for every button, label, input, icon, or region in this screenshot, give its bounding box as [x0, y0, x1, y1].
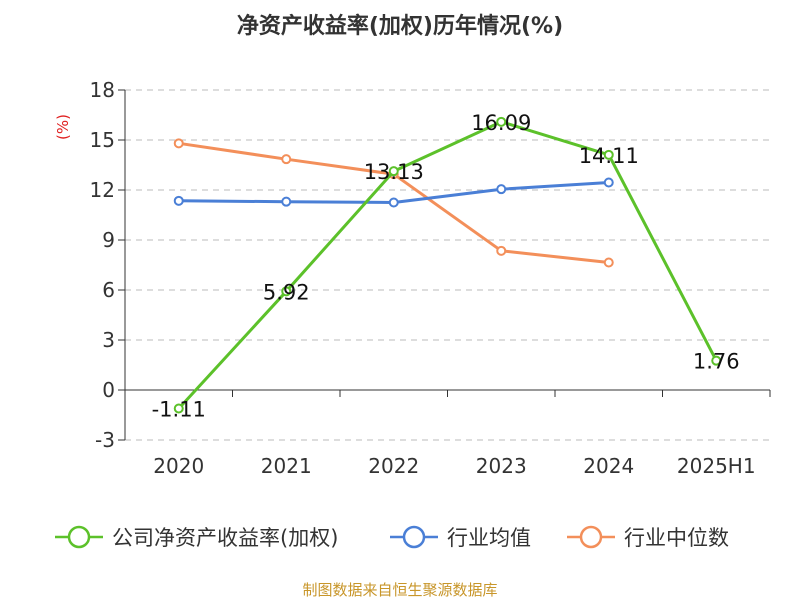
- series-1-point-0: [173, 195, 184, 206]
- x-tick-label-2: 2022: [368, 454, 419, 478]
- legend-marker-2: [579, 525, 603, 549]
- data-label-4: 14.11: [579, 144, 639, 168]
- y-tick-label-0: -3: [95, 428, 115, 452]
- x-tick-label-4: 2024: [583, 454, 634, 478]
- legend: 公司净资产收益率(加权) 行业均值 行业中位数: [55, 525, 729, 550]
- series-0-point-0: [173, 403, 184, 414]
- series-2-point-0: [173, 138, 184, 149]
- series-2-point-3: [496, 245, 507, 256]
- data-label-3: 16.09: [471, 111, 531, 135]
- legend-marker-0: [67, 525, 91, 549]
- y-tick-label-3: 6: [102, 278, 115, 302]
- data-label-1: 5.92: [263, 280, 310, 304]
- y-tick-label-5: 12: [90, 178, 115, 202]
- legend-marker-1: [402, 525, 426, 549]
- series-0-point-2: [388, 166, 399, 177]
- gridlines: [125, 89, 770, 441]
- y-tick-label-6: 15: [90, 128, 115, 152]
- series-0-point-3: [496, 116, 507, 127]
- series-2-point-1: [281, 154, 292, 165]
- y-axis-label: (%): [54, 114, 72, 140]
- data-labels: -1.11 5.92 13.13 16.09 14.11 1.76: [152, 111, 740, 422]
- chart-title: 净资产收益率(加权)历年情况(%): [237, 13, 563, 39]
- data-label-0: -1.11: [152, 398, 206, 422]
- series-layer: [173, 116, 722, 414]
- series-line-0: [177, 120, 718, 410]
- series-0-point-1: [281, 286, 292, 297]
- data-label-5: 1.76: [693, 350, 740, 374]
- x-tick-label-0: 2020: [153, 454, 204, 478]
- y-tick-label-1: 0: [102, 378, 115, 402]
- series-0-point-4: [603, 149, 614, 160]
- legend-label-2: 行业中位数: [624, 526, 729, 550]
- y-tick-label-2: 3: [102, 328, 115, 352]
- source-note: 制图数据来自恒生聚源数据库: [302, 581, 497, 599]
- series-0-point-5: [711, 355, 722, 366]
- axes: -3 0 3 6 9 12 15 18 2020 2021 2022 2023 2024 2025H1: [90, 78, 771, 478]
- x-tick-label-5: 2025H1: [677, 454, 756, 478]
- series-1-point-4: [603, 177, 614, 188]
- series-1-point-1: [281, 196, 292, 207]
- legend-label-0: 公司净资产收益率(加权): [112, 526, 338, 550]
- data-label-2: 13.13: [364, 160, 424, 184]
- x-tick-label-3: 2023: [476, 454, 527, 478]
- legend-label-1: 行业均值: [447, 526, 531, 550]
- series-1-point-2: [388, 197, 399, 208]
- x-tick-label-1: 2021: [261, 454, 312, 478]
- y-tick-label-4: 9: [102, 228, 115, 252]
- series-1-point-3: [496, 184, 507, 195]
- series-2-point-4: [603, 257, 614, 268]
- y-tick-label-7: 18: [90, 78, 115, 102]
